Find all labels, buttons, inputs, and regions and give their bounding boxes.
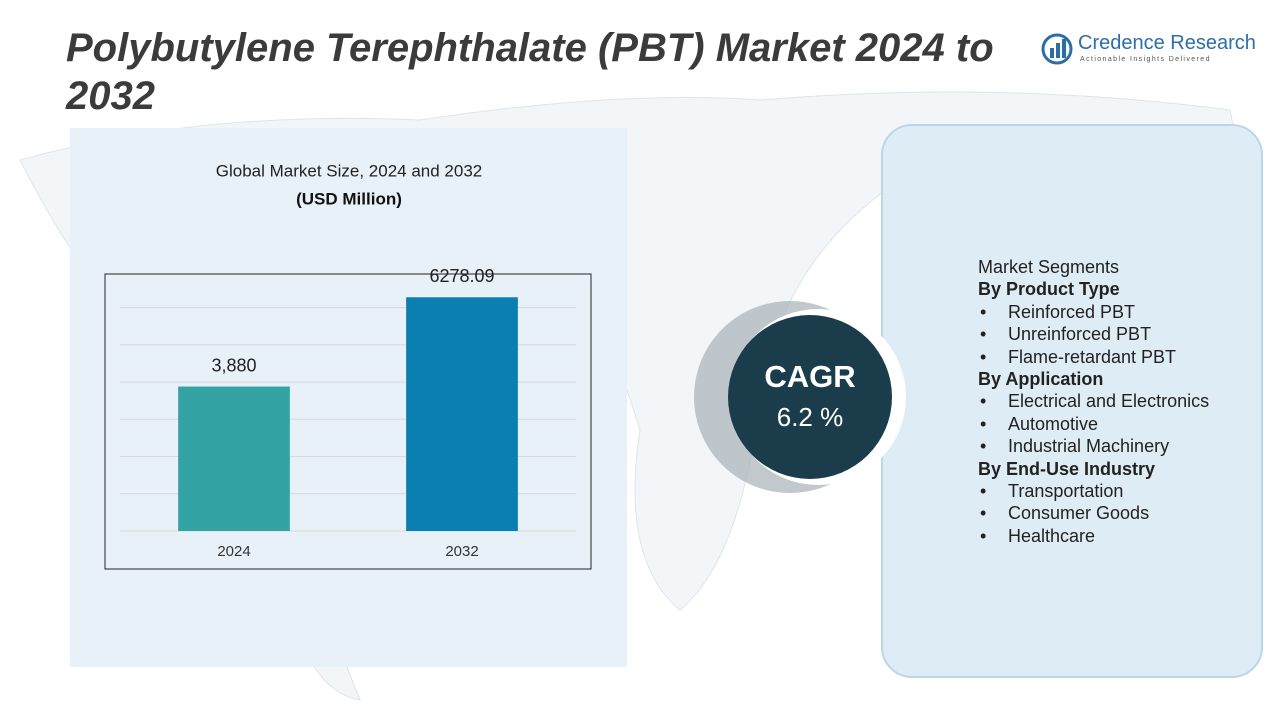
segment-group: By Product Type	[978, 279, 1120, 300]
bar	[406, 297, 518, 531]
segment-item: Consumer Goods	[978, 502, 1209, 525]
logo-icon	[1041, 33, 1073, 65]
logo-tagline: Actionable Insights Delivered	[1080, 56, 1211, 63]
chart-title: Global Market Size, 2024 and 2032	[216, 161, 483, 180]
page-title: Polybutylene Terephthalate (PBT) Market …	[66, 26, 994, 118]
x-tick-label: 2032	[445, 543, 478, 560]
segments-title: Market Segments	[978, 257, 1120, 277]
bar	[178, 386, 290, 531]
segment-item: Unreinforced PBT	[978, 323, 1209, 346]
segment-item: Flame-retardant PBT	[978, 346, 1209, 369]
chart-panel	[70, 128, 627, 667]
cagr-value: 6.2 %	[777, 402, 844, 432]
chart-subtitle: (USD Million)	[296, 189, 402, 208]
x-tick-label: 2024	[217, 543, 250, 560]
segment-item: Automotive	[978, 413, 1209, 436]
segment-item: Reinforced PBT	[978, 301, 1209, 324]
segment-item: Healthcare	[978, 525, 1209, 548]
segment-item: Electrical and Electronics	[978, 390, 1209, 413]
segment-item: Transportation	[978, 480, 1209, 503]
segment-item: Industrial Machinery	[978, 435, 1209, 458]
logo-name: Credence Research	[1078, 32, 1256, 54]
segments: Market Segments By Product TypeReinforce…	[978, 256, 1209, 548]
value-label: 6278.09	[429, 266, 494, 286]
segment-group: By End-Use Industry	[978, 458, 1156, 479]
cagr-label: CAGR	[764, 359, 855, 394]
cagr-circle	[728, 315, 892, 479]
plot: 3,880 2024 6278.09 2032	[120, 266, 576, 560]
value-label: 3,880	[211, 355, 256, 375]
chart-frame	[104, 273, 592, 570]
segment-group: By Application	[978, 369, 1104, 390]
